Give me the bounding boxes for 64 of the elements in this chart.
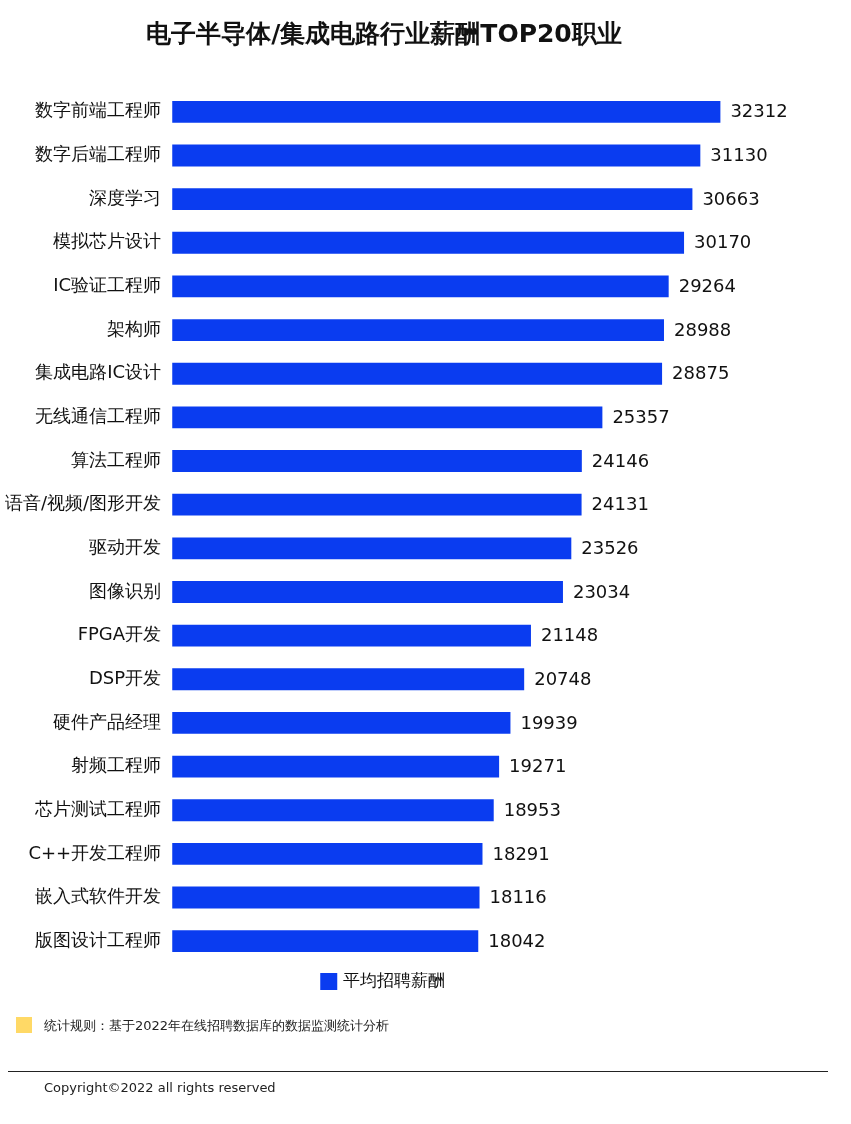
bar (172, 712, 511, 734)
y-tick-label: 无线通信工程师 (35, 405, 162, 427)
bar (172, 886, 480, 909)
bar (172, 668, 525, 691)
y-tick-label: 图像识别 (89, 579, 162, 601)
y-tick-label: 嵌入式软件开发 (35, 885, 162, 907)
y-tick-label: 算法工程师 (71, 448, 162, 470)
data-label: 28875 (672, 362, 730, 384)
y-tick-label: 芯片测试工程师 (34, 797, 162, 819)
y-tick-label: 语音/视频/图形开发 (4, 492, 162, 514)
data-label: 24146 (591, 449, 650, 471)
data-label: 18291 (492, 842, 550, 864)
bar (172, 755, 500, 778)
data-label: 28988 (673, 318, 732, 340)
data-label: 32312 (730, 100, 788, 122)
y-tick-label: 深度学习 (89, 186, 162, 208)
bar (172, 362, 663, 385)
legend-label: 平均招聘薪酬 (343, 969, 446, 990)
y-tick-label: 数字后端工程师 (35, 143, 162, 165)
data-label: 18042 (488, 929, 546, 951)
data-label: 30170 (694, 231, 752, 253)
y-tick-label: FPGA开发 (77, 623, 162, 645)
bar (172, 493, 582, 516)
bar (172, 319, 664, 341)
bar (172, 406, 603, 429)
data-label: 21148 (540, 624, 599, 646)
data-label: 31130 (710, 144, 768, 166)
data-label: 25357 (612, 406, 670, 428)
y-tick-label: 数字前端工程师 (35, 99, 162, 121)
y-tick-label: 驱动开发 (89, 536, 162, 557)
data-label: 30663 (702, 187, 760, 209)
y-tick-label: 射频工程师 (71, 754, 162, 776)
data-label: 23034 (572, 580, 631, 602)
y-tick-label: 架构师 (107, 317, 162, 339)
y-tick-label: IC验证工程师 (53, 274, 162, 296)
text: 统计规则：基于2022年在线招聘数据库的数据监测统计分析 (44, 1017, 390, 1035)
bar (172, 799, 494, 822)
y-tick-label: 硬件产品经理 (53, 710, 162, 732)
bar (172, 231, 685, 254)
data-label: 24131 (591, 493, 649, 515)
chart-title: 电子半导体/集成电路行业薪酬TOP20职业 (146, 18, 622, 48)
data-label: 18953 (503, 798, 561, 820)
data-label: 23526 (581, 537, 639, 558)
y-tick-label: 模拟芯片设计 (53, 230, 162, 252)
bar (172, 930, 479, 953)
y-tick-label: 版图设计工程师 (35, 928, 162, 950)
bar (172, 275, 669, 298)
bar (172, 450, 582, 472)
data-label: 29264 (678, 275, 736, 297)
bar (172, 842, 483, 865)
bar (172, 581, 563, 603)
bar (172, 144, 701, 167)
bar (172, 537, 572, 560)
y-tick-label: C++开发工程师 (28, 841, 162, 863)
bar (172, 100, 721, 123)
data-label: 18116 (489, 886, 547, 908)
data-label: 19271 (509, 755, 567, 777)
y-tick-label: DSP开发 (88, 666, 162, 688)
text: Copyright©2022 all rights reserved (44, 1080, 276, 1095)
data-label: 20748 (534, 667, 592, 689)
bar (172, 624, 531, 647)
y-tick-label: 集成电路IC设计 (35, 361, 162, 383)
bar (172, 188, 693, 211)
data-label: 19939 (520, 711, 578, 733)
